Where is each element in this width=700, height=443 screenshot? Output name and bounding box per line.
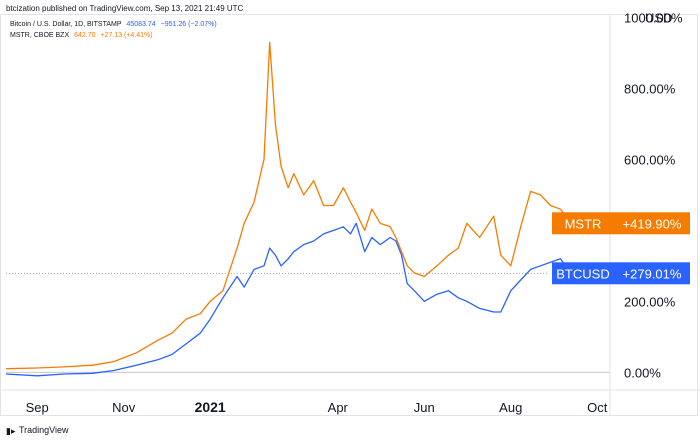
legend-mstr-value: 642.70 <box>74 32 96 39</box>
last-value-badge-bg <box>614 212 690 235</box>
footer-brand: TradingView <box>19 425 69 435</box>
last-value-label-btcusd: BTCUSD +279.01% <box>552 262 690 285</box>
currency-label[interactable]: USD <box>645 11 672 26</box>
last-value-ticker-bg <box>552 262 614 285</box>
last-value-text: +419.90% <box>623 216 682 231</box>
tradingview-logo-icon: ▮▸ <box>6 426 16 436</box>
legend-btc-value: 45083.74 <box>126 21 156 28</box>
y-tick-label: 800.00% <box>624 81 676 96</box>
x-tick-label: Oct <box>587 400 608 415</box>
legend-btc[interactable]: Bitcoin / U.S. Dollar, 1D, BITSTAMP 4508… <box>10 21 220 28</box>
x-tick-label: Apr <box>328 400 349 415</box>
last-value-badge-bg <box>614 262 690 285</box>
x-tick-label: Nov <box>112 400 136 415</box>
y-tick-label: 0.00% <box>624 365 661 380</box>
y-tick-label: 600.00% <box>624 152 676 167</box>
last-value-label-mstr: MSTR +419.90% <box>552 212 690 235</box>
legend-mstr[interactable]: MSTR, CBOE BZX 642.70 +27.13 (+4.41%) <box>10 32 156 39</box>
chart-pane[interactable] <box>0 14 698 416</box>
legend-btc-change: −951.26 (−2.07%) <box>160 21 217 28</box>
series-line-mstr[interactable] <box>5 41 573 370</box>
series-line-btcusd[interactable] <box>5 222 573 377</box>
y-tick-label: 1000.00% <box>624 11 683 26</box>
last-value-text: +279.01% <box>623 266 682 281</box>
publication-header: btcization published on TradingView.com,… <box>6 4 244 13</box>
footer: ▮▸ TradingView <box>6 425 69 436</box>
last-value-ticker: MSTR <box>565 216 602 231</box>
last-value-ticker-bg <box>552 212 614 235</box>
legend-btc-name: Bitcoin / U.S. Dollar, 1D, BITSTAMP <box>10 21 122 28</box>
x-tick-label: Sep <box>26 400 49 415</box>
legend-mstr-name: MSTR, CBOE BZX <box>10 32 70 39</box>
y-tick-label: 200.00% <box>624 294 676 309</box>
last-value-ticker: BTCUSD <box>556 266 609 281</box>
x-tick-label: 2021 <box>195 399 226 415</box>
x-tick-label: Jun <box>414 400 435 415</box>
x-tick-label: Aug <box>499 400 522 415</box>
legend-mstr-change: +27.13 (+4.41%) <box>100 32 153 39</box>
